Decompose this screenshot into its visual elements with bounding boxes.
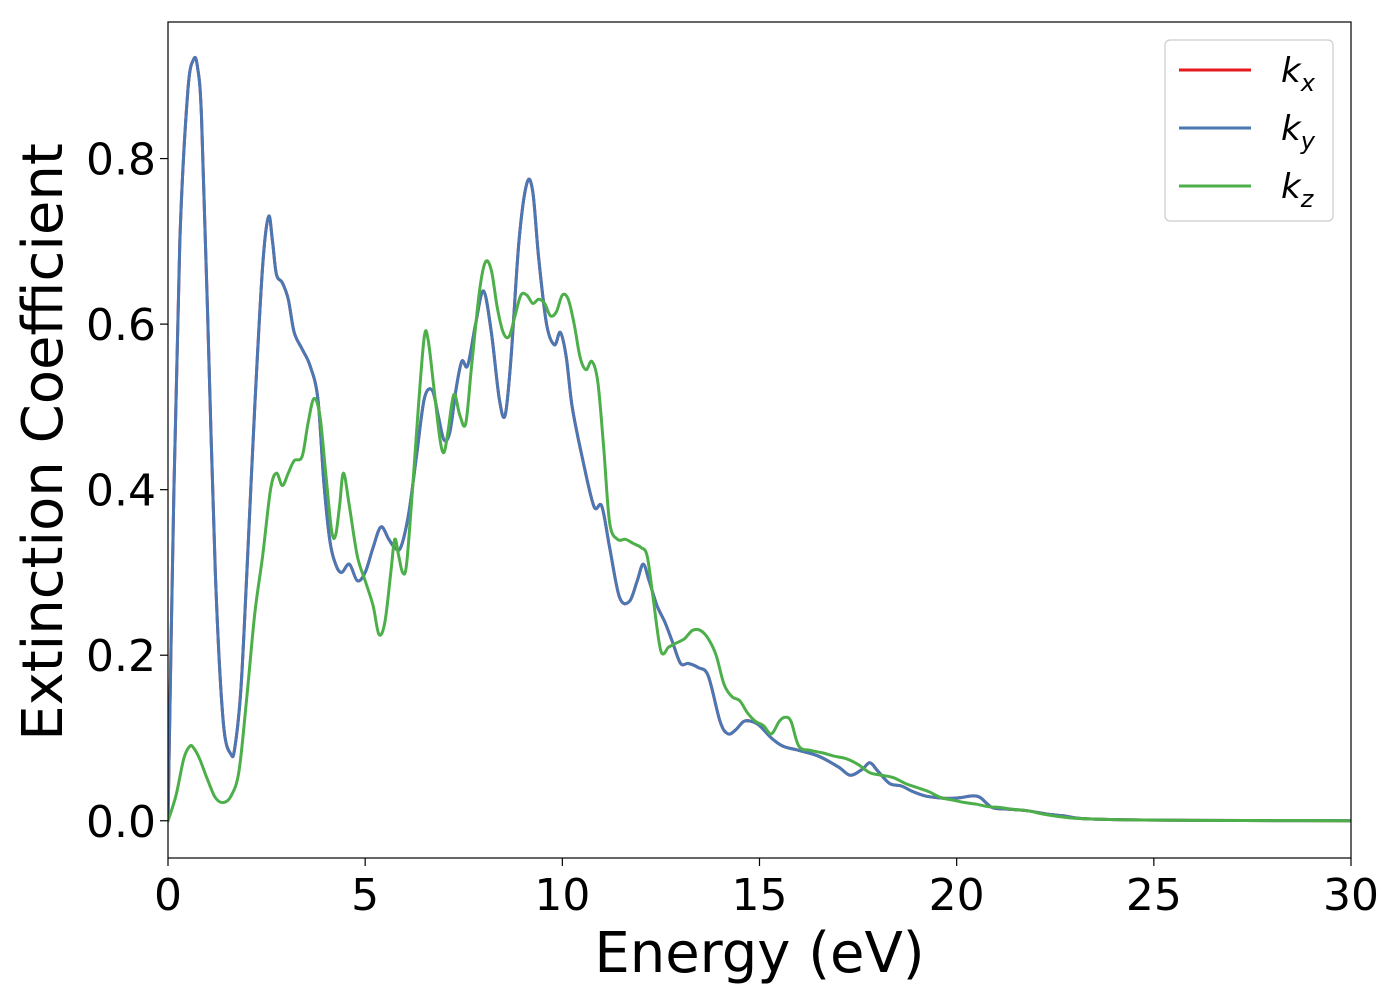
y-tick-label: 0.6 <box>86 300 156 351</box>
y-tick-label: 0.8 <box>86 135 156 186</box>
x-tick-label: 15 <box>732 870 788 921</box>
x-tick-label: 20 <box>929 870 985 921</box>
series-layer <box>168 55 1351 823</box>
legend-label-kx: kx <box>1281 51 1316 97</box>
y-tick-label: 0.4 <box>86 466 156 517</box>
x-axis-label: Energy (eV) <box>594 921 924 986</box>
y-axis-label: Extinction Coefficient <box>11 143 76 741</box>
y-tick-label: 0.2 <box>86 631 156 682</box>
x-tick-label: 5 <box>351 870 379 921</box>
y-axis-ticks: 0.0 0.2 0.4 0.6 0.8 <box>86 135 168 848</box>
legend: kx ky kz <box>1164 39 1334 222</box>
legend-label-ky: ky <box>1281 109 1316 155</box>
series-line-kz <box>168 259 1351 823</box>
x-tick-label: 10 <box>534 870 590 921</box>
legend-label-kz: kz <box>1281 167 1315 213</box>
legend-box <box>1164 39 1334 222</box>
x-tick-label: 25 <box>1126 870 1182 921</box>
x-axis-ticks: 0 5 10 15 20 25 30 <box>154 858 1379 921</box>
y-tick-label: 0.0 <box>86 797 156 848</box>
x-tick-label: 30 <box>1323 870 1379 921</box>
x-tick-label: 0 <box>154 870 182 921</box>
